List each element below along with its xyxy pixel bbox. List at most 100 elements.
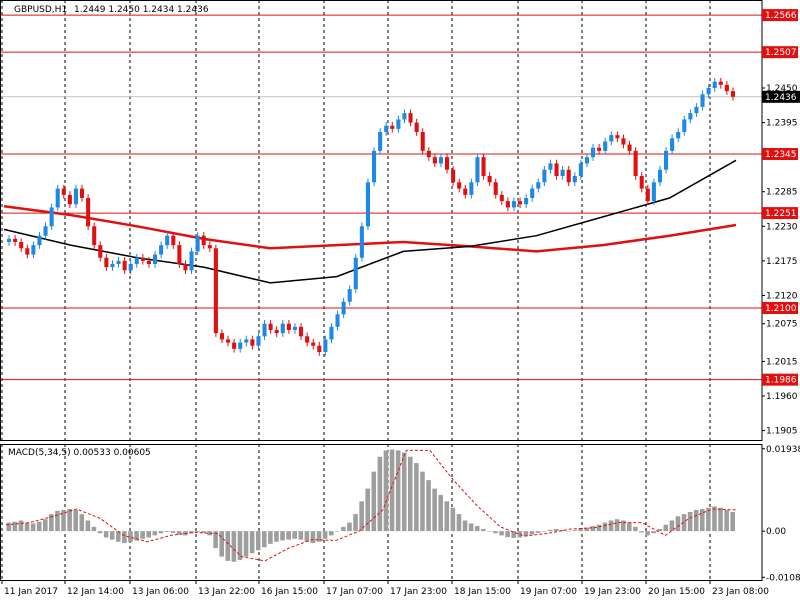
candle-30 [189,251,194,271]
candle-119 [730,91,735,97]
candle-14 [92,226,97,246]
macd-bar-88 [541,531,547,532]
macd-bar-79 [487,531,492,532]
candle-74 [457,182,462,189]
time-label-3: 13 Jan 22:00 [198,587,255,597]
macd-bar-60 [371,471,377,532]
macd-bar-101 [620,520,626,532]
candle-43 [268,323,273,330]
macd-bar-98 [602,522,608,532]
level-badge-2 [762,148,798,160]
macd-bar-17 [109,531,115,540]
time-label-1: 12 Jan 14:00 [67,587,124,597]
macd-bar-56 [347,522,352,532]
candle-103 [633,150,638,176]
candle-52 [323,339,328,352]
candle-60 [372,150,377,183]
macd-bar-113 [693,509,699,532]
candle-116 [712,81,717,88]
candle-44 [274,330,279,334]
price-tick-1: 1.2395 [766,119,798,129]
macd-bar-66 [408,456,413,532]
candle-24 [153,254,158,264]
macd-bar-37 [231,531,237,562]
macd-bar-103 [633,526,638,532]
candle-63 [390,125,395,129]
macd-bar-87 [535,531,541,533]
macd-bar-45 [280,531,285,541]
macd-bar-92 [566,531,571,532]
candle-80 [493,182,498,195]
candle-99 [609,135,614,142]
candle-85 [524,198,529,205]
macd-bar-7 [49,514,54,532]
candle-55 [341,301,346,315]
candle-87 [536,182,541,189]
candle-25 [159,245,164,255]
level-label-2: 1.2345 [765,150,797,160]
candle-41 [256,336,261,346]
level-label-1: 1.2507 [765,48,797,58]
macd-bar-82 [505,531,510,538]
candle-51 [317,345,322,352]
macd-bar-30 [189,531,194,534]
macd-bar-41 [255,531,261,551]
macd-bar-74 [456,514,462,532]
candle-94 [578,163,583,176]
macd-bar-72 [444,501,450,532]
macd-bar-77 [474,526,480,532]
candle-98 [603,141,608,151]
macd-bar-38 [237,531,243,561]
macd-label: MACD(5,34,5) 0.00533 0.00605 [8,448,151,458]
candle-82 [505,201,510,208]
candle-79 [487,176,492,183]
candle-8 [55,188,60,208]
candle-48 [299,326,304,337]
macd-bar-76 [468,523,474,532]
macd-bar-91 [560,529,565,532]
time-label-7: 18 Jan 15:00 [454,587,511,597]
macd-bar-53 [328,531,334,536]
time-label-9: 19 Jan 23:00 [584,587,641,597]
macd-bar-51 [316,531,322,542]
macd-signal-line [5,449,737,562]
macd-bar-10 [67,509,72,532]
level-label-5: 1.1986 [765,376,797,386]
macd-bar-114 [700,509,705,532]
candle-31 [195,235,200,252]
macd-bar-85 [523,531,529,537]
macd-bar-44 [274,531,279,542]
time-label-8: 19 Jan 07:00 [520,587,577,597]
moving-averages [3,159,737,284]
level-badge-5 [762,373,798,386]
macd-bar-55 [341,526,346,532]
candle-107 [657,169,662,183]
candle-61 [378,132,383,151]
candle-22 [140,257,145,261]
candle-19 [122,260,127,271]
macd-bar-70 [432,488,437,532]
price-tick-5: 1.2120 [766,291,798,301]
macd-bar-3 [24,522,30,532]
macd-bar-18 [116,531,121,542]
candle-112 [688,113,693,120]
macd-bar-21 [134,531,139,541]
candle-27 [171,235,176,246]
candle-91 [560,169,565,176]
candle-35 [219,333,224,340]
macd-bar-100 [614,519,620,532]
candle-20 [128,264,133,271]
candle-105 [645,188,650,202]
candle-40 [250,339,255,346]
macd-bar-61 [377,456,383,532]
candle-68 [420,132,425,151]
macd-bar-36 [225,531,231,561]
macd-bar-49 [304,531,310,542]
candle-56 [347,289,352,302]
macd-bar-90 [554,529,559,532]
candle-114 [700,94,705,107]
candle-78 [481,157,486,176]
candle-13 [86,198,91,227]
candle-28 [177,245,182,264]
